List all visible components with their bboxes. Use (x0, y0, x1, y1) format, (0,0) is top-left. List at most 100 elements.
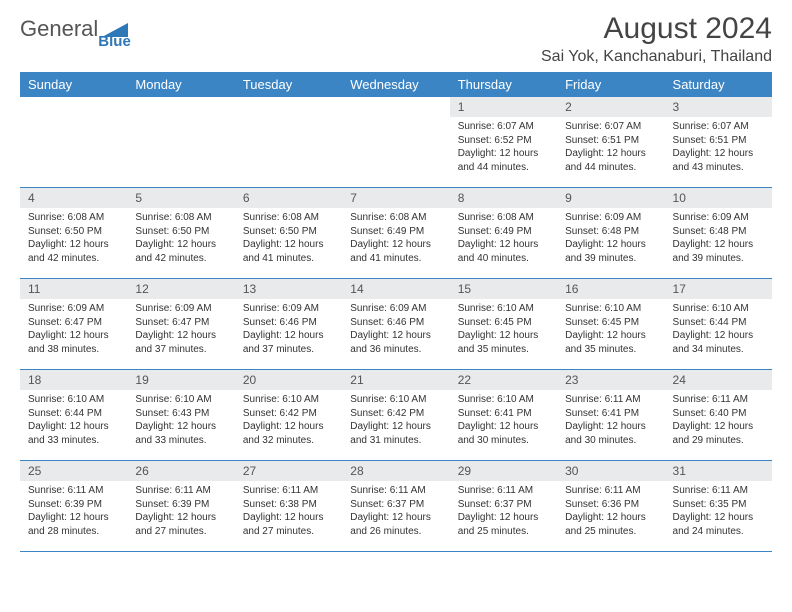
day-number: 24 (665, 370, 772, 390)
day-number: 9 (557, 188, 664, 208)
day-number: . (127, 97, 234, 117)
sunrise-text: Sunrise: 6:11 AM (135, 484, 226, 498)
sunrise-text: Sunrise: 6:10 AM (565, 302, 656, 316)
day-info: Sunrise: 6:08 AMSunset: 6:50 PMDaylight:… (20, 208, 127, 269)
day-info: Sunrise: 6:10 AMSunset: 6:45 PMDaylight:… (557, 299, 664, 360)
daylight-text: Daylight: 12 hours and 29 minutes. (673, 420, 764, 447)
sunset-text: Sunset: 6:37 PM (350, 498, 441, 512)
weekday-header: Sunday (20, 72, 127, 97)
sunrise-text: Sunrise: 6:10 AM (28, 393, 119, 407)
day-info: Sunrise: 6:10 AMSunset: 6:42 PMDaylight:… (235, 390, 342, 451)
day-number: . (20, 97, 127, 117)
day-number: 2 (557, 97, 664, 117)
sunrise-text: Sunrise: 6:10 AM (135, 393, 226, 407)
weekday-header: Saturday (665, 72, 772, 97)
sunset-text: Sunset: 6:46 PM (243, 316, 334, 330)
sunrise-text: Sunrise: 6:09 AM (135, 302, 226, 316)
sunset-text: Sunset: 6:40 PM (673, 407, 764, 421)
day-cell: 28Sunrise: 6:11 AMSunset: 6:37 PMDayligh… (342, 461, 449, 551)
day-info: Sunrise: 6:09 AMSunset: 6:48 PMDaylight:… (557, 208, 664, 269)
sunrise-text: Sunrise: 6:11 AM (458, 484, 549, 498)
daylight-text: Daylight: 12 hours and 25 minutes. (458, 511, 549, 538)
day-info: Sunrise: 6:11 AMSunset: 6:39 PMDaylight:… (127, 481, 234, 542)
daylight-text: Daylight: 12 hours and 41 minutes. (350, 238, 441, 265)
sunrise-text: Sunrise: 6:11 AM (28, 484, 119, 498)
day-info: Sunrise: 6:09 AMSunset: 6:47 PMDaylight:… (127, 299, 234, 360)
day-info: Sunrise: 6:10 AMSunset: 6:44 PMDaylight:… (20, 390, 127, 451)
day-number: 27 (235, 461, 342, 481)
day-number: 13 (235, 279, 342, 299)
day-info: Sunrise: 6:08 AMSunset: 6:50 PMDaylight:… (235, 208, 342, 269)
daylight-text: Daylight: 12 hours and 37 minutes. (135, 329, 226, 356)
day-number: 20 (235, 370, 342, 390)
day-info: Sunrise: 6:11 AMSunset: 6:37 PMDaylight:… (450, 481, 557, 542)
sunset-text: Sunset: 6:50 PM (135, 225, 226, 239)
sunrise-text: Sunrise: 6:11 AM (243, 484, 334, 498)
day-number: 29 (450, 461, 557, 481)
day-number: 11 (20, 279, 127, 299)
sunrise-text: Sunrise: 6:09 AM (350, 302, 441, 316)
weekday-header: Monday (127, 72, 234, 97)
day-cell: 13 Sunrise: 6:09 AMSunset: 6:46 PMDayligh… (235, 279, 342, 369)
sunset-text: Sunset: 6:49 PM (458, 225, 549, 239)
day-cell: . (235, 97, 342, 187)
sunrise-text: Sunrise: 6:10 AM (458, 302, 549, 316)
sunrise-text: Sunrise: 6:09 AM (28, 302, 119, 316)
day-cell: 25Sunrise: 6:11 AMSunset: 6:39 PMDayligh… (20, 461, 127, 551)
header: General Blue August 2024 Sai Yok, Kancha… (20, 12, 772, 66)
day-number: 28 (342, 461, 449, 481)
sunset-text: Sunset: 6:43 PM (135, 407, 226, 421)
day-info: Sunrise: 6:10 AMSunset: 6:42 PMDaylight:… (342, 390, 449, 451)
sunrise-text: Sunrise: 6:11 AM (350, 484, 441, 498)
daylight-text: Daylight: 12 hours and 40 minutes. (458, 238, 549, 265)
day-number: 21 (342, 370, 449, 390)
sunrise-text: Sunrise: 6:09 AM (243, 302, 334, 316)
day-info: Sunrise: 6:09 AMSunset: 6:47 PMDaylight:… (20, 299, 127, 360)
daylight-text: Daylight: 12 hours and 26 minutes. (350, 511, 441, 538)
day-info: Sunrise: 6:11 AMSunset: 6:37 PMDaylight:… (342, 481, 449, 542)
day-number: 8 (450, 188, 557, 208)
sunset-text: Sunset: 6:39 PM (135, 498, 226, 512)
day-number: 31 (665, 461, 772, 481)
sunset-text: Sunset: 6:52 PM (458, 134, 549, 148)
day-cell: 29Sunrise: 6:11 AMSunset: 6:37 PMDayligh… (450, 461, 557, 551)
sunrise-text: Sunrise: 6:08 AM (350, 211, 441, 225)
sunrise-text: Sunrise: 6:10 AM (243, 393, 334, 407)
weekday-header: Thursday (450, 72, 557, 97)
day-number: 4 (20, 188, 127, 208)
daylight-text: Daylight: 12 hours and 32 minutes. (243, 420, 334, 447)
day-cell: 30Sunrise: 6:11 AMSunset: 6:36 PMDayligh… (557, 461, 664, 551)
sunset-text: Sunset: 6:44 PM (28, 407, 119, 421)
daylight-text: Daylight: 12 hours and 37 minutes. (243, 329, 334, 356)
day-cell: 2Sunrise: 6:07 AMSunset: 6:51 PMDaylight… (557, 97, 664, 187)
day-number: 7 (342, 188, 449, 208)
sunrise-text: Sunrise: 6:10 AM (350, 393, 441, 407)
sunset-text: Sunset: 6:42 PM (243, 407, 334, 421)
calendar: SundayMondayTuesdayWednesdayThursdayFrid… (20, 72, 772, 552)
daylight-text: Daylight: 12 hours and 36 minutes. (350, 329, 441, 356)
week-row: 11Sunrise: 6:09 AMSunset: 6:47 PMDayligh… (20, 279, 772, 370)
daylight-text: Daylight: 12 hours and 30 minutes. (565, 420, 656, 447)
day-info: Sunrise: 6:11 AMSunset: 6:41 PMDaylight:… (557, 390, 664, 451)
sunrise-text: Sunrise: 6:11 AM (565, 484, 656, 498)
day-cell: 15Sunrise: 6:10 AMSunset: 6:45 PMDayligh… (450, 279, 557, 369)
day-cell: 9Sunrise: 6:09 AMSunset: 6:48 PMDaylight… (557, 188, 664, 278)
sunset-text: Sunset: 6:36 PM (565, 498, 656, 512)
day-number: 17 (665, 279, 772, 299)
sunset-text: Sunset: 6:45 PM (458, 316, 549, 330)
daylight-text: Daylight: 12 hours and 42 minutes. (135, 238, 226, 265)
daylight-text: Daylight: 12 hours and 35 minutes. (565, 329, 656, 356)
week-row: ....1Sunrise: 6:07 AMSunset: 6:52 PMDayl… (20, 97, 772, 188)
sunset-text: Sunset: 6:47 PM (28, 316, 119, 330)
day-cell: 3Sunrise: 6:07 AMSunset: 6:51 PMDaylight… (665, 97, 772, 187)
day-cell: 21Sunrise: 6:10 AMSunset: 6:42 PMDayligh… (342, 370, 449, 460)
day-cell: 16Sunrise: 6:10 AMSunset: 6:45 PMDayligh… (557, 279, 664, 369)
day-number: 6 (235, 188, 342, 208)
day-cell: 31Sunrise: 6:11 AMSunset: 6:35 PMDayligh… (665, 461, 772, 551)
weekday-header: Friday (557, 72, 664, 97)
weekday-header-row: SundayMondayTuesdayWednesdayThursdayFrid… (20, 72, 772, 97)
sunrise-text: Sunrise: 6:07 AM (458, 120, 549, 134)
month-title: August 2024 (541, 12, 772, 46)
daylight-text: Daylight: 12 hours and 41 minutes. (243, 238, 334, 265)
daylight-text: Daylight: 12 hours and 27 minutes. (135, 511, 226, 538)
